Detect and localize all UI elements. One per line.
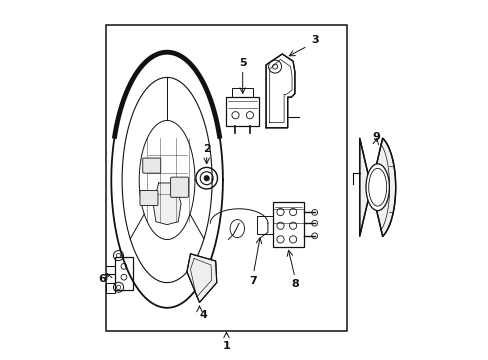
Polygon shape — [153, 183, 181, 225]
Text: 9: 9 — [371, 132, 379, 142]
Text: 2: 2 — [203, 144, 210, 154]
Ellipse shape — [365, 164, 388, 211]
Bar — [273, 202, 303, 247]
Polygon shape — [186, 254, 216, 302]
FancyBboxPatch shape — [140, 190, 158, 206]
Bar — [106, 25, 346, 331]
Polygon shape — [359, 138, 395, 236]
Bar — [226, 97, 258, 126]
Polygon shape — [139, 121, 195, 239]
Text: 6: 6 — [98, 274, 106, 284]
Bar — [106, 283, 115, 293]
Text: 5: 5 — [239, 58, 246, 68]
Circle shape — [204, 176, 209, 181]
Bar — [115, 257, 133, 290]
Text: 8: 8 — [290, 279, 298, 289]
Text: 7: 7 — [249, 276, 257, 286]
Text: 4: 4 — [199, 310, 206, 320]
Bar — [231, 88, 253, 97]
Text: 1: 1 — [222, 341, 230, 351]
FancyBboxPatch shape — [170, 177, 188, 197]
Bar — [257, 216, 273, 234]
FancyBboxPatch shape — [142, 158, 161, 173]
Text: 3: 3 — [310, 35, 318, 45]
